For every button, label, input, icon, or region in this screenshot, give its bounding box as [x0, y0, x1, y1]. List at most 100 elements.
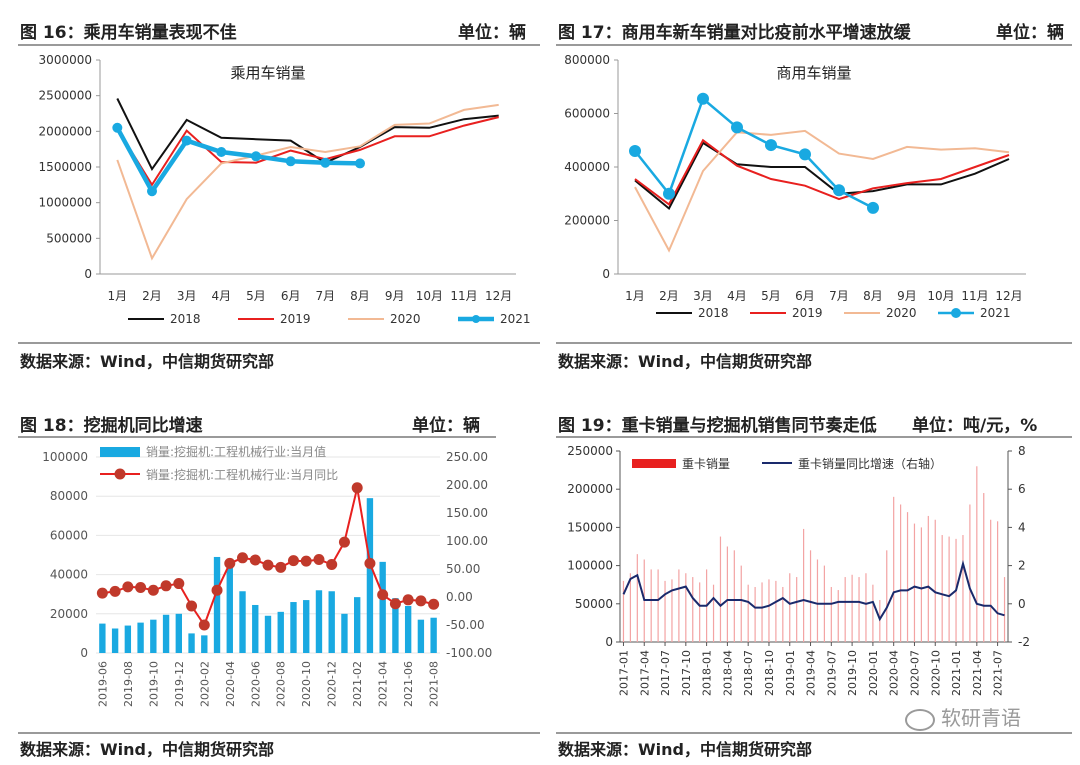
yoy-point — [287, 555, 299, 567]
bar — [851, 574, 853, 642]
bar — [671, 579, 673, 642]
x-tick-label: 2018-04 — [721, 650, 734, 696]
y2-tick-label: 150.00 — [446, 506, 488, 520]
series-line-2021 — [634, 96, 874, 210]
legend-label: 销量:挖掘机:工程机械行业:当月值 — [146, 444, 326, 459]
x-tick-label: 1月 — [108, 289, 128, 303]
x-tick-label: 2020-12 — [326, 661, 339, 707]
y2-tick-label: 4 — [1018, 520, 1026, 534]
bar — [775, 580, 777, 642]
bar — [997, 521, 999, 642]
y-tick-label: 600000 — [564, 107, 610, 121]
x-tick-label: 10月 — [416, 289, 443, 303]
bar — [1003, 577, 1006, 642]
bar — [893, 496, 895, 642]
bar — [226, 566, 233, 653]
chart19-source: 数据来源：Wind，中信期货研究部 — [558, 740, 812, 759]
yoy-point — [351, 482, 363, 494]
x-tick-label: 11月 — [450, 289, 477, 303]
yoy-point — [135, 581, 147, 593]
x-tick-label: 2018-10 — [763, 650, 776, 696]
x-tick-label: 2021-08 — [428, 661, 441, 707]
bar — [913, 523, 916, 642]
series-line-2021 — [115, 126, 361, 196]
yoy-point — [389, 598, 401, 610]
x-tick-label: 2019-08 — [122, 661, 135, 707]
bar — [837, 590, 839, 642]
data-point-2021 — [355, 158, 365, 169]
x-tick-label: 2019-04 — [805, 650, 818, 696]
bar — [341, 613, 348, 653]
x-tick-label: 2019-12 — [173, 661, 186, 707]
watermark-text: 软研青语 — [941, 706, 1021, 730]
bar — [264, 615, 272, 653]
wechat-icon — [905, 708, 935, 731]
bar — [969, 504, 971, 642]
chart-title: 商用车销量 — [776, 64, 851, 82]
bar — [733, 550, 735, 642]
y2-tick-label: -50.00 — [446, 618, 485, 632]
yoy-point — [428, 598, 440, 610]
x-tick-label: 2017-10 — [680, 650, 693, 696]
x-tick-label: 2021-07 — [992, 650, 1005, 696]
y2-tick-label: 200.00 — [446, 478, 488, 492]
bar — [983, 493, 985, 642]
data-point-2021 — [833, 184, 845, 197]
bar — [830, 586, 832, 642]
series-line-2019 — [634, 138, 1010, 206]
bar — [796, 577, 798, 642]
legend-label: 重卡销量同比增速（右轴） — [798, 456, 942, 471]
x-tick-label: 2019-01 — [784, 650, 797, 696]
x-tick-label: 11月 — [961, 289, 988, 303]
x-tick-label: 1月 — [625, 289, 645, 303]
bar — [685, 573, 687, 642]
x-tick-label: 4月 — [727, 289, 747, 303]
yoy-point — [160, 580, 172, 592]
x-tick-label: 2020-02 — [198, 661, 211, 707]
y-tick-label: 400000 — [564, 160, 610, 174]
y-tick-label: 200000 — [564, 214, 610, 228]
bar — [678, 569, 680, 642]
x-tick-label: 10月 — [927, 289, 954, 303]
y-tick-label: 50000 — [575, 597, 613, 611]
chart16-unit: 单位：辆 — [458, 23, 526, 43]
chart18-source: 数据来源：Wind，中信期货研究部 — [20, 740, 274, 759]
data-point-2021 — [663, 187, 675, 200]
legend-marker-2021 — [472, 315, 480, 323]
x-tick-label: 2020-08 — [275, 661, 288, 707]
x-tick-label: 2021-04 — [377, 661, 390, 707]
yoy-point — [211, 584, 223, 596]
bar — [865, 573, 867, 642]
bar — [657, 569, 659, 642]
bar — [664, 580, 666, 642]
bar — [900, 504, 902, 642]
y2-tick-label: 6 — [1018, 482, 1026, 496]
x-tick-label: 12月 — [995, 289, 1022, 303]
x-tick-label: 2020-10 — [300, 661, 313, 707]
x-tick-label: 2020-07 — [908, 650, 921, 696]
legend-swatch-bar — [632, 459, 676, 468]
bar — [844, 577, 846, 642]
chart17-bottom-rule — [556, 342, 1072, 344]
bar — [726, 546, 728, 642]
bar — [886, 550, 888, 642]
x-tick-label: 2020-04 — [224, 661, 237, 707]
x-tick-label: 2017-04 — [638, 650, 651, 696]
yoy-point — [338, 536, 350, 548]
x-tick-label: 5月 — [761, 289, 781, 303]
bar — [692, 577, 694, 642]
chart19-top-rule — [556, 436, 1072, 438]
data-point-2021 — [285, 156, 296, 167]
x-tick-label: 9月 — [897, 289, 917, 303]
x-tick-label: 2017-07 — [659, 650, 672, 696]
series-line-2020 — [634, 129, 1010, 253]
legend-label: 2020 — [390, 312, 421, 326]
bar — [239, 591, 246, 653]
legend-marker — [114, 468, 126, 480]
y-tick-label: 800000 — [564, 53, 610, 67]
bar — [962, 535, 964, 642]
y2-tick-label: 250.00 — [446, 450, 488, 464]
bar — [941, 535, 943, 642]
chart16-source: 数据来源：Wind，中信期货研究部 — [20, 352, 274, 371]
y-tick-label: 1000000 — [39, 196, 92, 210]
